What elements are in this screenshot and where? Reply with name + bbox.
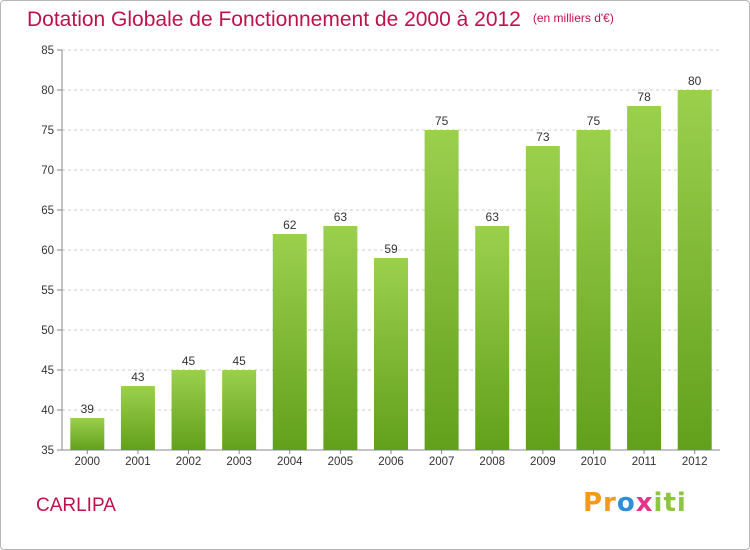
x-tick-label-2008: 2008 [479,456,505,468]
y-tick-label: 40 [41,405,54,417]
x-tick-label-2001: 2001 [125,456,151,468]
chart-title: Dotation Globale de Fonctionnement de 20… [27,8,614,32]
value-label-2011: 78 [637,90,651,104]
value-label-2002: 45 [182,354,196,368]
value-label-2001: 43 [131,370,145,384]
bars [70,90,712,450]
chart-title-text: Dotation Globale de Fonctionnement de 20… [27,8,521,31]
logo-part-2: o [616,488,636,518]
logo-part-4: iti [653,488,687,518]
bar-2007 [424,130,459,450]
value-label-2008: 63 [486,210,500,224]
bar-2004 [272,234,307,450]
bar-2012 [677,90,712,450]
value-label-2009: 73 [536,130,550,144]
bar-2008 [475,226,510,450]
chart-subtitle: (en milliers d'€) [532,11,614,25]
bar-2010 [576,130,611,450]
value-label-2004: 62 [283,218,297,232]
logo-part-1: Pr [583,488,617,518]
bar-2001 [120,386,155,450]
y-tick-label: 75 [41,125,54,137]
bar-2002 [171,370,206,450]
bar-2006 [374,258,408,450]
y-tick-label: 55 [41,285,54,297]
x-tick-label-2005: 2005 [328,456,354,468]
x-tick-label-2009: 2009 [530,456,556,468]
commune-name: CARLIPA [36,495,116,516]
x-tick-label-2007: 2007 [429,456,455,468]
x-tick-label-2011: 2011 [632,456,657,468]
x-tick-label-2003: 2003 [226,456,252,468]
y-tick-label: 65 [41,205,54,217]
y-tick-label: 80 [41,85,54,97]
x-tick-label-2000: 2000 [75,456,101,468]
bar-2003 [222,370,257,450]
labels: 35 40 45 50 55 60 65 70 75 80 85 39 2000 43 2001 45 2002… [41,45,707,468]
value-label-2003: 45 [232,354,246,368]
x-tick-label-2002: 2002 [176,456,202,468]
y-tick-label: 85 [41,45,54,57]
bar-2005 [323,226,358,450]
value-label-2007: 75 [435,114,449,128]
x-tick-label-2006: 2006 [378,456,404,468]
y-tick-label: 50 [41,325,54,337]
x-tick-label-2010: 2010 [581,456,607,468]
bar-2011 [627,106,662,450]
y-tick-label: 60 [41,245,54,257]
x-tick-label-2012: 2012 [682,456,708,468]
value-label-2006: 59 [384,242,398,256]
value-label-2000: 39 [81,402,95,416]
bar-2000 [70,418,105,450]
y-tick-label: 35 [41,445,54,457]
y-tick-label: 70 [41,165,54,177]
value-label-2012: 80 [688,74,702,88]
value-label-2010: 75 [587,114,601,128]
x-tick-label-2004: 2004 [277,456,303,468]
y-tick-label: 45 [41,365,54,377]
proxiti-logo[interactable]: Proxiti [583,488,687,518]
value-label-2005: 63 [334,210,348,224]
bar-2009 [525,146,560,450]
logo-part-3: x [635,488,654,518]
